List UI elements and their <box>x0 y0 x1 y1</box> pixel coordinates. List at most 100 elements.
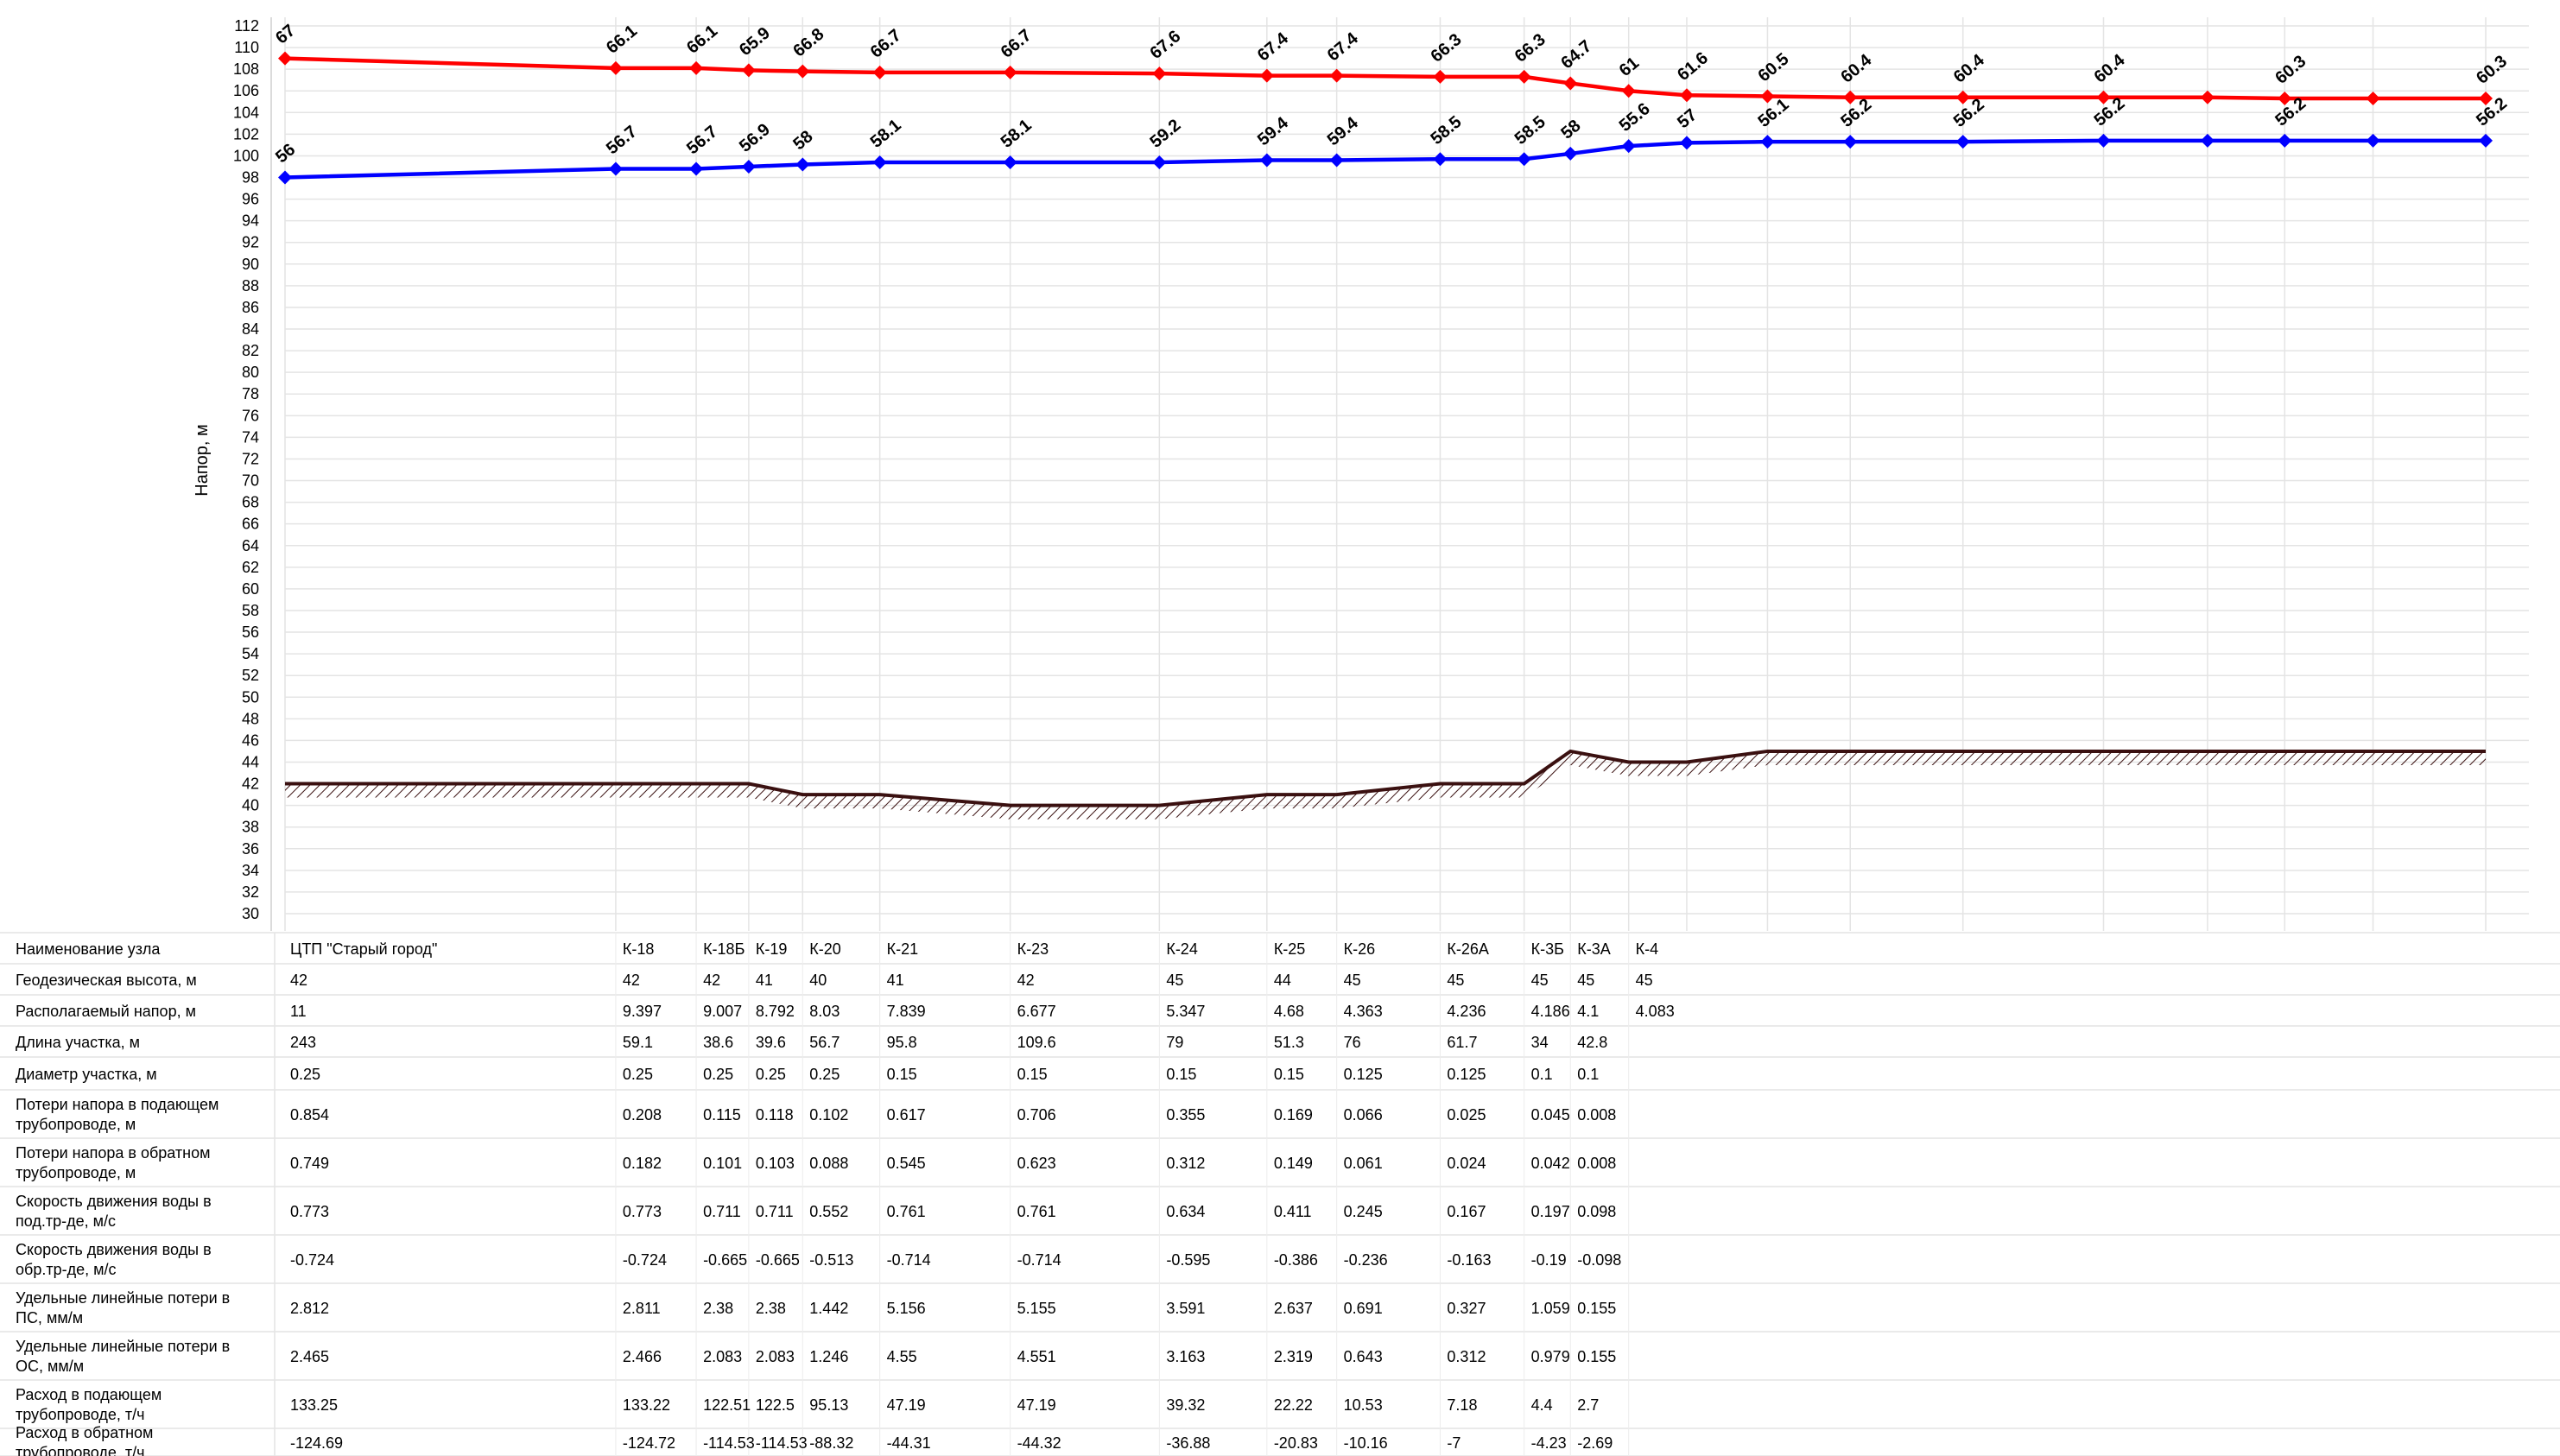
return-point <box>1329 153 1344 168</box>
table-row-label: трубопроводе, м <box>16 1116 136 1133</box>
table-cell: 3.591 <box>1166 1300 1205 1317</box>
table-cell: 0.979 <box>1531 1348 1570 1365</box>
y-tick-label: 84 <box>242 320 259 338</box>
table-cell: 95.8 <box>887 1034 917 1051</box>
table-cell: -124.69 <box>290 1434 343 1452</box>
table-cell: 133.22 <box>623 1396 670 1414</box>
table-cell: 122.51 <box>703 1396 751 1414</box>
table-cell: К-23 <box>1017 940 1049 958</box>
table-cell: 1.246 <box>809 1348 848 1365</box>
return-point <box>608 161 623 176</box>
ground-hatch <box>285 750 2486 820</box>
table-cell: -0.665 <box>756 1251 800 1269</box>
table-cell: 0.1 <box>1531 1066 1553 1083</box>
table-cell: 0.098 <box>1577 1203 1616 1220</box>
supply-point-label: 67.4 <box>1324 28 1363 65</box>
table-cell: 44 <box>1274 972 1291 989</box>
return-point <box>278 170 292 185</box>
table-cell: -44.32 <box>1017 1434 1061 1452</box>
y-tick-label: 110 <box>234 39 259 56</box>
supply-point-label: 61 <box>1616 54 1643 80</box>
table-cell: 0.15 <box>1166 1066 1196 1083</box>
table-cell: 45 <box>1344 972 1361 989</box>
table-cell: -0.098 <box>1577 1251 1621 1269</box>
y-tick-label: 106 <box>233 82 259 99</box>
table-cell: 41 <box>887 972 904 989</box>
table-cell: 11 <box>290 1003 307 1020</box>
supply-point-label: 66.7 <box>867 26 905 62</box>
table-cell: 0.15 <box>887 1066 917 1083</box>
table-cell: 61.7 <box>1447 1034 1477 1051</box>
y-tick-label: 62 <box>242 559 259 576</box>
supply-point <box>1433 69 1448 84</box>
table-cell: 76 <box>1344 1034 1361 1051</box>
return-point-label: 56.7 <box>603 122 641 158</box>
table-cell: 79 <box>1166 1034 1183 1051</box>
table-row-label: Расход в подающем <box>16 1386 162 1403</box>
table-cell: 0.25 <box>290 1066 320 1083</box>
series-lines <box>278 51 2493 185</box>
return-point-label: 58 <box>1557 117 1584 143</box>
table-cell: 4.236 <box>1447 1003 1486 1020</box>
table-cell: 4.186 <box>1531 1003 1570 1020</box>
table-cell: 5.155 <box>1017 1300 1056 1317</box>
table-cell: 4.363 <box>1344 1003 1383 1020</box>
table-cell: 4.55 <box>887 1348 917 1365</box>
table-cell: 0.149 <box>1274 1155 1313 1172</box>
table-row-label: трубопроводе, т/ч <box>16 1444 144 1456</box>
table-cell: 0.854 <box>290 1106 329 1124</box>
table-cell: 0.167 <box>1447 1203 1486 1220</box>
table-cell: 9.397 <box>623 1003 662 1020</box>
table-cell: 5.156 <box>887 1300 926 1317</box>
y-tick-label: 76 <box>242 407 259 424</box>
y-tick-label: 82 <box>242 342 259 359</box>
return-point <box>1433 152 1448 167</box>
table-cell: 0.355 <box>1166 1106 1205 1124</box>
table-cell: 45 <box>1577 972 1594 989</box>
return-point-label: 59.4 <box>1324 113 1363 149</box>
y-tick-label: 68 <box>242 494 259 511</box>
supply-point-label: 60.5 <box>1754 49 1792 85</box>
supply-point <box>1563 76 1578 91</box>
table-cell: К-26А <box>1447 940 1489 958</box>
table-cell: 45 <box>1636 972 1653 989</box>
table-cell: 0.643 <box>1344 1348 1383 1365</box>
table-cell: -7 <box>1447 1434 1461 1452</box>
supply-point-label: 60.4 <box>1950 50 1989 86</box>
table-cell: 0.25 <box>809 1066 840 1083</box>
table-cell: -0.236 <box>1344 1251 1388 1269</box>
table-cell: -0.513 <box>809 1251 853 1269</box>
y-tick-label: 56 <box>242 624 259 641</box>
table-cell: 51.3 <box>1274 1034 1304 1051</box>
table-cell: 39.6 <box>756 1034 786 1051</box>
y-tick-label: 90 <box>242 256 259 273</box>
table-cell: 41 <box>756 972 773 989</box>
table-cell: -0.163 <box>1447 1251 1491 1269</box>
y-tick-label: 80 <box>242 364 259 381</box>
table-cell: 8.03 <box>809 1003 840 1020</box>
return-point-label: 56.1 <box>1754 95 1792 131</box>
table-cell: 0.024 <box>1447 1155 1486 1172</box>
table-cell: 0.1 <box>1577 1066 1599 1083</box>
table-cell: 0.042 <box>1531 1155 1570 1172</box>
table-cell: 0.706 <box>1017 1106 1056 1124</box>
return-point-label: 58.1 <box>867 116 905 152</box>
table-row-label: Скорость движения воды в <box>16 1193 212 1210</box>
supply-point <box>1003 65 1017 79</box>
table-row-label: Диаметр участка, м <box>16 1066 157 1083</box>
return-point-label: 58 <box>789 127 816 154</box>
supply-point-label: 66.7 <box>998 26 1036 62</box>
table-cell: 2.812 <box>290 1300 329 1317</box>
y-tick-label: 54 <box>242 645 259 662</box>
table-cell: 4.083 <box>1636 1003 1675 1020</box>
supply-point <box>741 63 756 78</box>
y-tick-label: 94 <box>242 212 259 230</box>
table-cell: 0.245 <box>1344 1203 1383 1220</box>
table-row-label: трубопроводе, т/ч <box>16 1406 144 1423</box>
table-cell: -0.724 <box>623 1251 667 1269</box>
table-row-label: под.тр-де, м/с <box>16 1212 116 1230</box>
table-cell: 0.118 <box>756 1106 794 1124</box>
table-cell: 0.169 <box>1274 1106 1313 1124</box>
table-cell: 2.38 <box>756 1300 786 1317</box>
